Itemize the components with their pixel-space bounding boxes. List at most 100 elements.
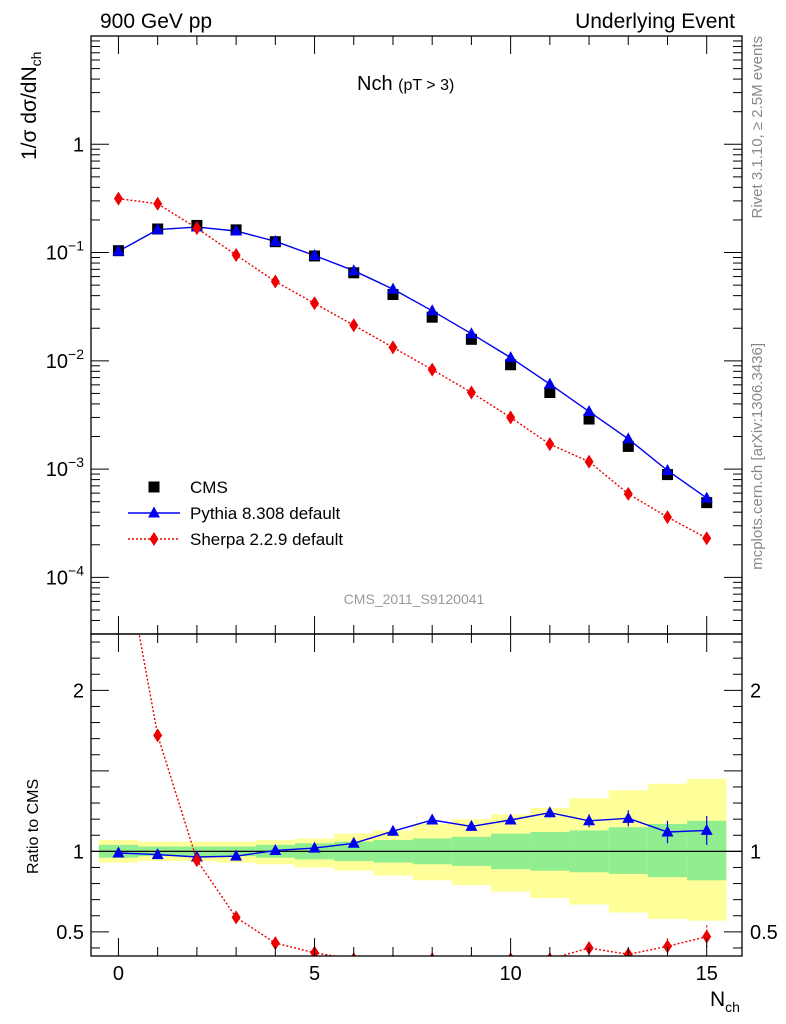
ratio-line-0 [118,811,707,858]
data-point-s0-15 [701,497,713,509]
data-point-s2-3 [231,247,241,262]
data-point-s1-10 [504,351,517,363]
ratio-panel: 0 5 10 15 0.5 0.5 1 1 2 2 Ratio to CMS Nch [25,514,778,1015]
data-point-s0-11 [544,386,556,398]
ratio-point-s1-1 [153,728,163,743]
data-point-s0-8 [426,311,438,323]
legend-label-1: Pythia 8.308 default [190,504,341,523]
ratio-point-s0-1 [151,848,164,860]
ratio-point-s0-0 [112,846,125,858]
data-point-s1-11 [543,377,556,389]
ratio-point-s0-5 [308,841,321,853]
data-point-s1-12 [583,405,596,417]
ratio-y-axis-label: Ratio to CMS [25,779,42,874]
data-point-s2-13 [623,486,633,501]
data-point-s2-8 [427,362,437,377]
data-point-s1-4 [269,234,282,246]
ratio-point-s1-2 [192,853,202,868]
ratio-point-s0-12 [583,814,596,826]
data-point-s2-0 [113,191,123,206]
x-tick-label: 0 [113,963,124,985]
data-point-s1-7 [386,282,399,294]
data-point-s1-5 [308,248,321,260]
ratio-point-s1-14 [662,939,672,954]
ratio-y-tick-label-left: 0.5 [56,922,84,944]
data-point-s2-11 [545,437,555,452]
data-point-s1-15 [700,491,713,503]
mcplots-source-label: mcplots.cern.ch [arXiv:1306.3436] [749,343,766,570]
data-point-s2-15 [702,531,712,546]
data-point-s1-6 [347,264,360,276]
ratio-point-s0-6 [347,836,360,848]
ratio-y-tick-label-right: 1 [750,841,761,863]
inner-band-13 [608,827,648,874]
ratio-point-s0-11 [543,806,556,818]
data-point-s0-7 [387,288,399,300]
ratio-point-s0-7 [386,824,399,836]
y-tick-label: 10−3 [46,454,84,481]
ratio-point-s1-4 [270,936,280,951]
y-axis-label: 1/σ dσ/dNch [18,52,44,160]
data-point-s0-12 [583,413,595,425]
watermark-label: CMS_2011_S9120041 [344,591,485,607]
ratio-point-s0-8 [426,813,439,825]
data-point-s1-13 [622,432,635,444]
data-point-s1-0 [112,244,125,256]
ratio-point-s1-3 [231,910,241,925]
x-tick-label: 5 [309,963,320,985]
y-tick-label: 10−4 [46,562,84,589]
legend-label-2: Sherpa 2.2.9 default [190,530,343,549]
ratio-point-s0-9 [465,819,478,831]
data-point-s1-3 [230,224,243,236]
ratio-frame [90,633,743,957]
y-tick-label: 10−2 [46,346,84,373]
data-point-s2-10 [506,410,516,425]
ratio-point-s0-13 [622,811,635,823]
data-point-s2-6 [349,318,359,333]
ratio-point-s0-15 [700,823,713,835]
main-panel: 10−4 10−3 10−2 10−1 1 Nch (pT > 3) 1/σ dσ/dNch… [18,35,743,635]
ratio-y-tick-label-right: 0.5 [750,922,778,944]
series-line-1 [118,226,708,499]
data-point-s2-7 [388,340,398,355]
data-point-s2-14 [662,510,672,525]
legend-marker-1 [148,506,160,518]
ratio-point-s1-0 [114,514,123,528]
data-point-s2-2 [192,221,202,236]
x-tick-label: 10 [499,963,521,985]
legend-label-0: CMS [190,478,228,497]
ratio-point-s0-3 [230,849,243,861]
ratio-y-tick-label-left: 1 [73,841,84,863]
header-right-label: Underlying Event [575,10,735,33]
ratio-line-1 [138,634,707,956]
ratio-point-s0-4 [269,844,282,856]
ratio-point-s0-14 [661,825,674,837]
ratio-plot-area [91,514,742,956]
data-point-s2-5 [310,296,320,311]
series-line-2 [118,197,708,539]
data-point-s1-1 [151,223,164,235]
data-point-s2-1 [153,196,163,211]
rivet-version-label: Rivet 3.1.10, ≥ 2.5M events [749,36,766,219]
ratio-y-tick-label-left: 2 [73,680,84,702]
data-point-s1-8 [426,304,439,316]
legend-marker-2 [149,532,159,546]
data-point-s2-4 [270,274,280,289]
data-point-s0-10 [505,359,517,371]
legend-marker-0 [148,481,160,493]
main-frame [90,35,743,635]
data-point-s1-14 [661,464,674,476]
y-tick-label: 10−1 [46,238,84,265]
data-point-s2-9 [466,385,476,400]
ratio-point-s1-15 [702,929,712,944]
ratio-point-s0-10 [504,813,517,825]
main-plot-area [112,191,713,546]
ratio-y-tick-label-right: 2 [750,680,761,702]
chart-title: Nch (pT > 3) [357,73,454,95]
x-tick-label: 15 [696,963,718,985]
data-point-s0-9 [465,333,477,345]
data-point-s1-9 [465,327,478,339]
data-point-s2-12 [584,454,594,469]
data-point-s0-13 [622,440,634,452]
